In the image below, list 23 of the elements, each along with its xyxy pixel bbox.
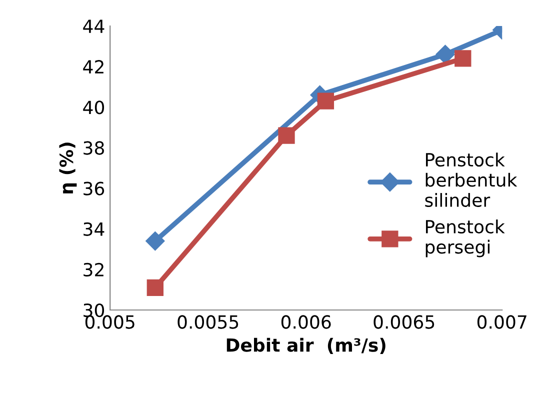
x-tick-label: 0.007	[477, 315, 526, 329]
point	[317, 92, 334, 110]
point	[146, 231, 165, 251]
y-tick-label: 44	[83, 20, 104, 33]
point	[146, 279, 164, 296]
x-tick-label: 0.0055	[178, 315, 238, 329]
x-tick-label: 0.0065	[374, 315, 434, 329]
y-tick-label: 30	[84, 303, 104, 318]
y-tick-label: 38	[84, 141, 104, 155]
x-tick-label: 0.005	[85, 315, 134, 329]
y-tick-label: 42	[83, 60, 104, 74]
y-tick-label: 32	[84, 262, 104, 277]
x-axis-title: Debit air (m³/s)	[226, 338, 386, 354]
y-axis-title: η (%)	[59, 142, 77, 194]
point	[278, 127, 295, 144]
y-tick-label: 36	[84, 182, 104, 196]
y-tick-label: 40	[83, 100, 104, 114]
y-tick-label: 34	[84, 222, 104, 236]
legend-label: Penstock berbentuk silinder	[425, 152, 518, 208]
legend-label: Penstock persegi	[426, 220, 505, 258]
point	[454, 50, 472, 67]
x-tick-label: 0.006	[281, 315, 331, 329]
point	[436, 44, 455, 64]
